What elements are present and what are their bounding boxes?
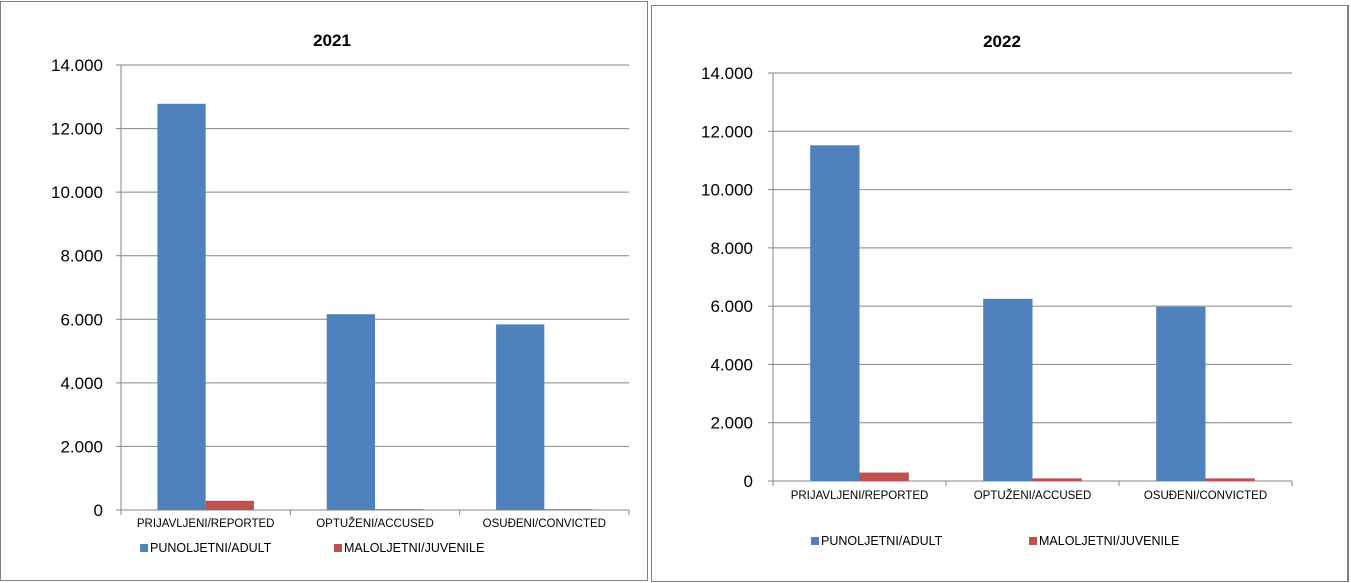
bar-juvenile: [859, 472, 909, 481]
bar-juvenile: [544, 509, 593, 510]
y-tick-label: 4.000: [60, 374, 103, 393]
bar-chart-2022: 2022 0 2.000 4.000 6.000 8.000 10.000 12.000 14.…: [701, 32, 1293, 548]
legend-swatch: [811, 537, 819, 545]
bar-juvenile: [1032, 478, 1082, 481]
legend-label: MALOLJETNI/JUVENILE: [1039, 534, 1179, 548]
legend-label: MALOLJETNI/JUVENILE: [344, 541, 484, 555]
y-tick-label: 4.000: [710, 355, 753, 374]
x-tick-label: OSUĐENI/CONVICTED: [1144, 490, 1267, 502]
legend-swatch: [1029, 537, 1037, 545]
x-tick-label: OPTUŽENI/ACCUSED: [316, 517, 434, 530]
bar-adult: [326, 314, 375, 510]
x-tick-label: PRIJAVLJENI/REPORTED: [791, 490, 929, 502]
bar-juvenile: [205, 500, 254, 510]
legend-swatch: [334, 544, 342, 552]
bar-adult: [496, 324, 545, 510]
y-tick-label: 10.000: [701, 181, 753, 200]
x-tick-label: OSUĐENI/CONVICTED: [483, 518, 606, 530]
y-tick-label: 2.000: [710, 414, 753, 433]
bar-juvenile: [375, 509, 424, 510]
bar-adult: [983, 298, 1033, 481]
y-tick-label: 0: [744, 472, 753, 491]
y-tick-label: 6.000: [60, 310, 103, 329]
legend-label: PUNOLJETNI/ADULT: [150, 541, 272, 555]
y-tick-label: 12.000: [51, 120, 103, 139]
bar-juvenile: [1205, 478, 1255, 481]
x-tick-label: OPTUŽENI/ACCUSED: [974, 489, 1092, 502]
y-tick-label: 8.000: [710, 239, 753, 258]
bar-adult: [157, 103, 206, 511]
chart-title: 2021: [313, 31, 351, 50]
chart-title: 2022: [983, 32, 1021, 51]
y-tick-label: 6.000: [710, 297, 753, 316]
y-tick-label: 8.000: [60, 247, 103, 266]
x-tick-label: PRIJAVLJENI/REPORTED: [137, 518, 275, 530]
y-tick-label: 2.000: [60, 437, 103, 456]
y-tick-label: 14.000: [51, 56, 103, 75]
bar-chart-2021: 2021 0 2.000 4.000 6.000 8.000 10.000 12.000 14.…: [51, 31, 630, 555]
chart-panel-2022: 2022 0 2.000 4.000 6.000 8.000 10.000 12.000 14.…: [651, 5, 1349, 582]
y-tick-label: 10.000: [51, 183, 103, 202]
legend-label: PUNOLJETNI/ADULT: [821, 534, 943, 548]
y-tick-label: 0: [94, 501, 103, 520]
chart-panel-2021: 2021 0 2.000 4.000 6.000 8.000 10.000 12.000 14.…: [0, 1, 648, 581]
y-tick-label: 14.000: [701, 64, 753, 83]
y-tick-label: 12.000: [701, 122, 753, 141]
bar-adult: [810, 145, 860, 481]
legend-swatch: [140, 544, 148, 552]
bar-adult: [1156, 306, 1206, 481]
